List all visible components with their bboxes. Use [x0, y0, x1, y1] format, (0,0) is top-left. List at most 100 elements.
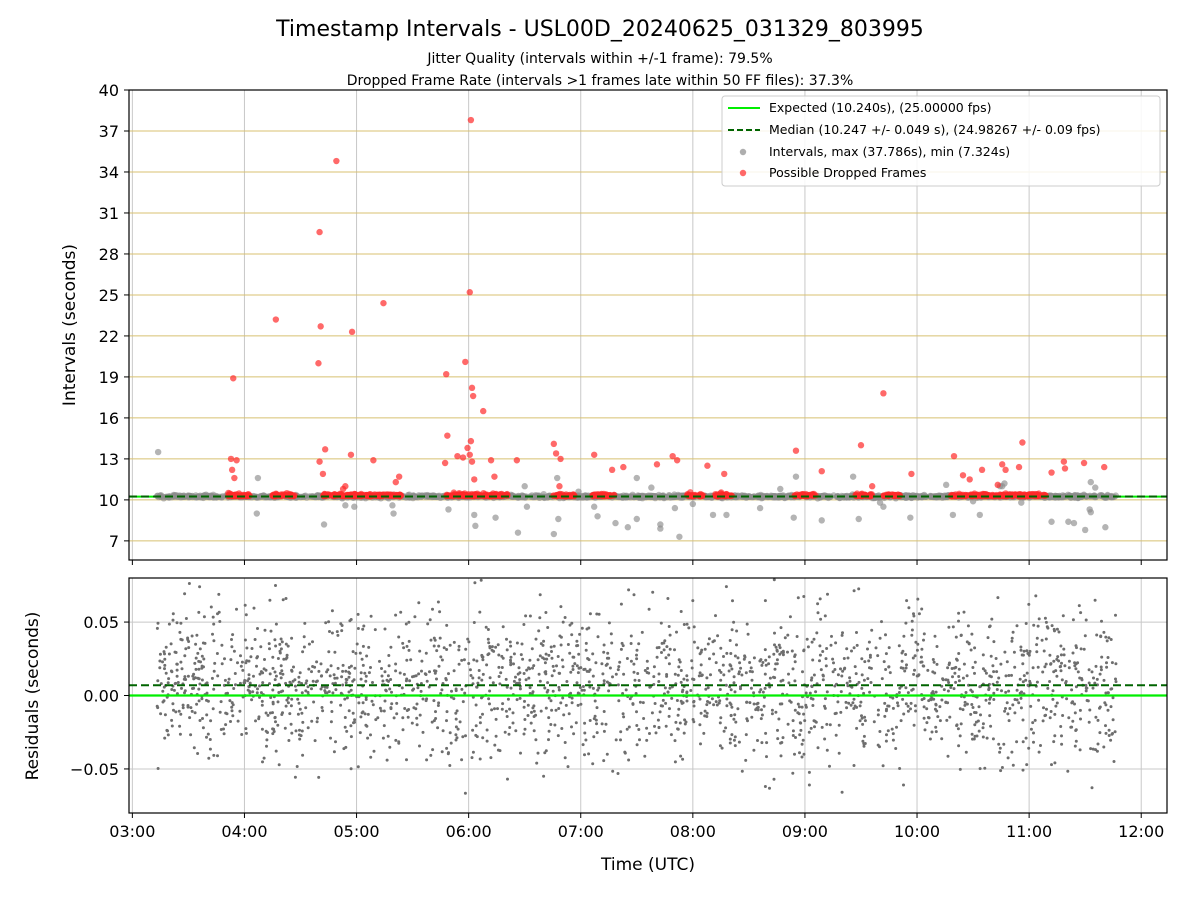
residual-point: [665, 645, 669, 649]
residual-point: [954, 635, 958, 639]
residual-point: [1094, 748, 1097, 752]
residual-point: [316, 716, 319, 720]
residual-point: [682, 731, 686, 735]
residual-point: [190, 634, 194, 638]
residual-point: [489, 756, 493, 760]
residual-point: [1024, 622, 1028, 625]
residual-point: [1088, 708, 1092, 712]
residual-point: [1106, 656, 1110, 659]
residual-point: [808, 691, 812, 695]
residual-point: [1100, 619, 1103, 623]
residual-point: [474, 724, 478, 728]
residual-point: [344, 669, 348, 673]
residual-point: [882, 660, 886, 664]
residual-point: [1021, 718, 1025, 722]
residual-point: [477, 676, 481, 680]
residual-point: [435, 677, 438, 681]
residual-point: [576, 691, 580, 695]
residual-point: [936, 715, 940, 719]
residual-point: [264, 711, 268, 715]
residual-point: [1041, 719, 1045, 723]
residual-point: [163, 663, 167, 667]
residual-point: [1074, 644, 1078, 648]
residual-point: [262, 756, 266, 760]
residual-point: [575, 664, 579, 668]
residual-point: [768, 786, 771, 790]
residual-point: [554, 708, 558, 712]
residual-point: [659, 621, 663, 625]
residual-point: [405, 658, 409, 662]
residual-point: [587, 626, 591, 630]
residual-point: [155, 704, 159, 708]
residual-point: [481, 736, 485, 740]
residual-point: [258, 695, 261, 699]
residual-point: [971, 706, 975, 709]
residual-point: [209, 719, 213, 723]
residual-point: [714, 614, 717, 618]
residual-point: [830, 634, 833, 638]
x-tick-label: 06:00: [446, 822, 492, 841]
residual-point: [457, 662, 461, 666]
residual-point: [801, 670, 804, 674]
residual-point: [818, 644, 822, 648]
residual-point: [1082, 647, 1086, 651]
residual-point: [1005, 701, 1009, 705]
residual-point: [397, 635, 401, 639]
residual-point: [622, 715, 626, 719]
residual-point: [269, 696, 273, 699]
residual-point: [259, 691, 263, 695]
interval-point: [849, 473, 857, 480]
residual-point: [364, 723, 368, 727]
residual-point: [591, 674, 595, 678]
residual-point: [295, 765, 299, 768]
residual-point: [973, 734, 977, 738]
residual-point: [217, 610, 221, 614]
residual-point: [799, 728, 803, 732]
dropped-frame-point: [228, 466, 236, 474]
residual-point: [946, 666, 950, 670]
residual-point: [677, 658, 681, 662]
residual-point: [1109, 738, 1113, 742]
residual-point: [415, 702, 419, 706]
residual-point: [184, 647, 188, 651]
residual-point: [522, 732, 526, 736]
residual-point: [887, 665, 891, 669]
residual-point: [928, 737, 932, 741]
residual-point: [218, 620, 222, 623]
residual-point: [1070, 688, 1074, 692]
residual-point: [561, 620, 565, 624]
residual-point: [276, 723, 280, 727]
residual-point: [509, 644, 513, 648]
residual-point: [251, 690, 255, 694]
residual-point: [1098, 705, 1102, 709]
residual-point: [1066, 769, 1070, 773]
residual-point: [914, 640, 918, 644]
residual-point: [357, 701, 361, 705]
residual-point: [341, 683, 345, 687]
residual-point: [283, 726, 287, 730]
residual-point: [698, 697, 702, 701]
residual-point: [165, 728, 169, 732]
residual-point: [1025, 671, 1029, 675]
residual-point: [1007, 674, 1011, 677]
residual-point: [522, 672, 526, 675]
residual-point: [583, 721, 587, 725]
residual-point: [560, 727, 564, 730]
residual-point: [256, 687, 259, 691]
residual-point: [1083, 634, 1087, 638]
residual-point: [901, 697, 905, 701]
residual-point: [327, 690, 331, 694]
dropped-frame-point: [233, 457, 240, 464]
residual-point: [1011, 703, 1015, 707]
residual-point: [846, 656, 850, 660]
residual-point: [464, 647, 468, 651]
residual-point: [588, 719, 592, 722]
residual-point: [452, 697, 456, 701]
residual-point: [812, 719, 816, 723]
residual-point: [663, 686, 667, 690]
residual-point: [729, 688, 733, 692]
dropped-frame-point: [857, 442, 865, 449]
residual-point: [329, 736, 332, 740]
residual-point: [595, 731, 599, 735]
residual-point: [467, 662, 471, 665]
